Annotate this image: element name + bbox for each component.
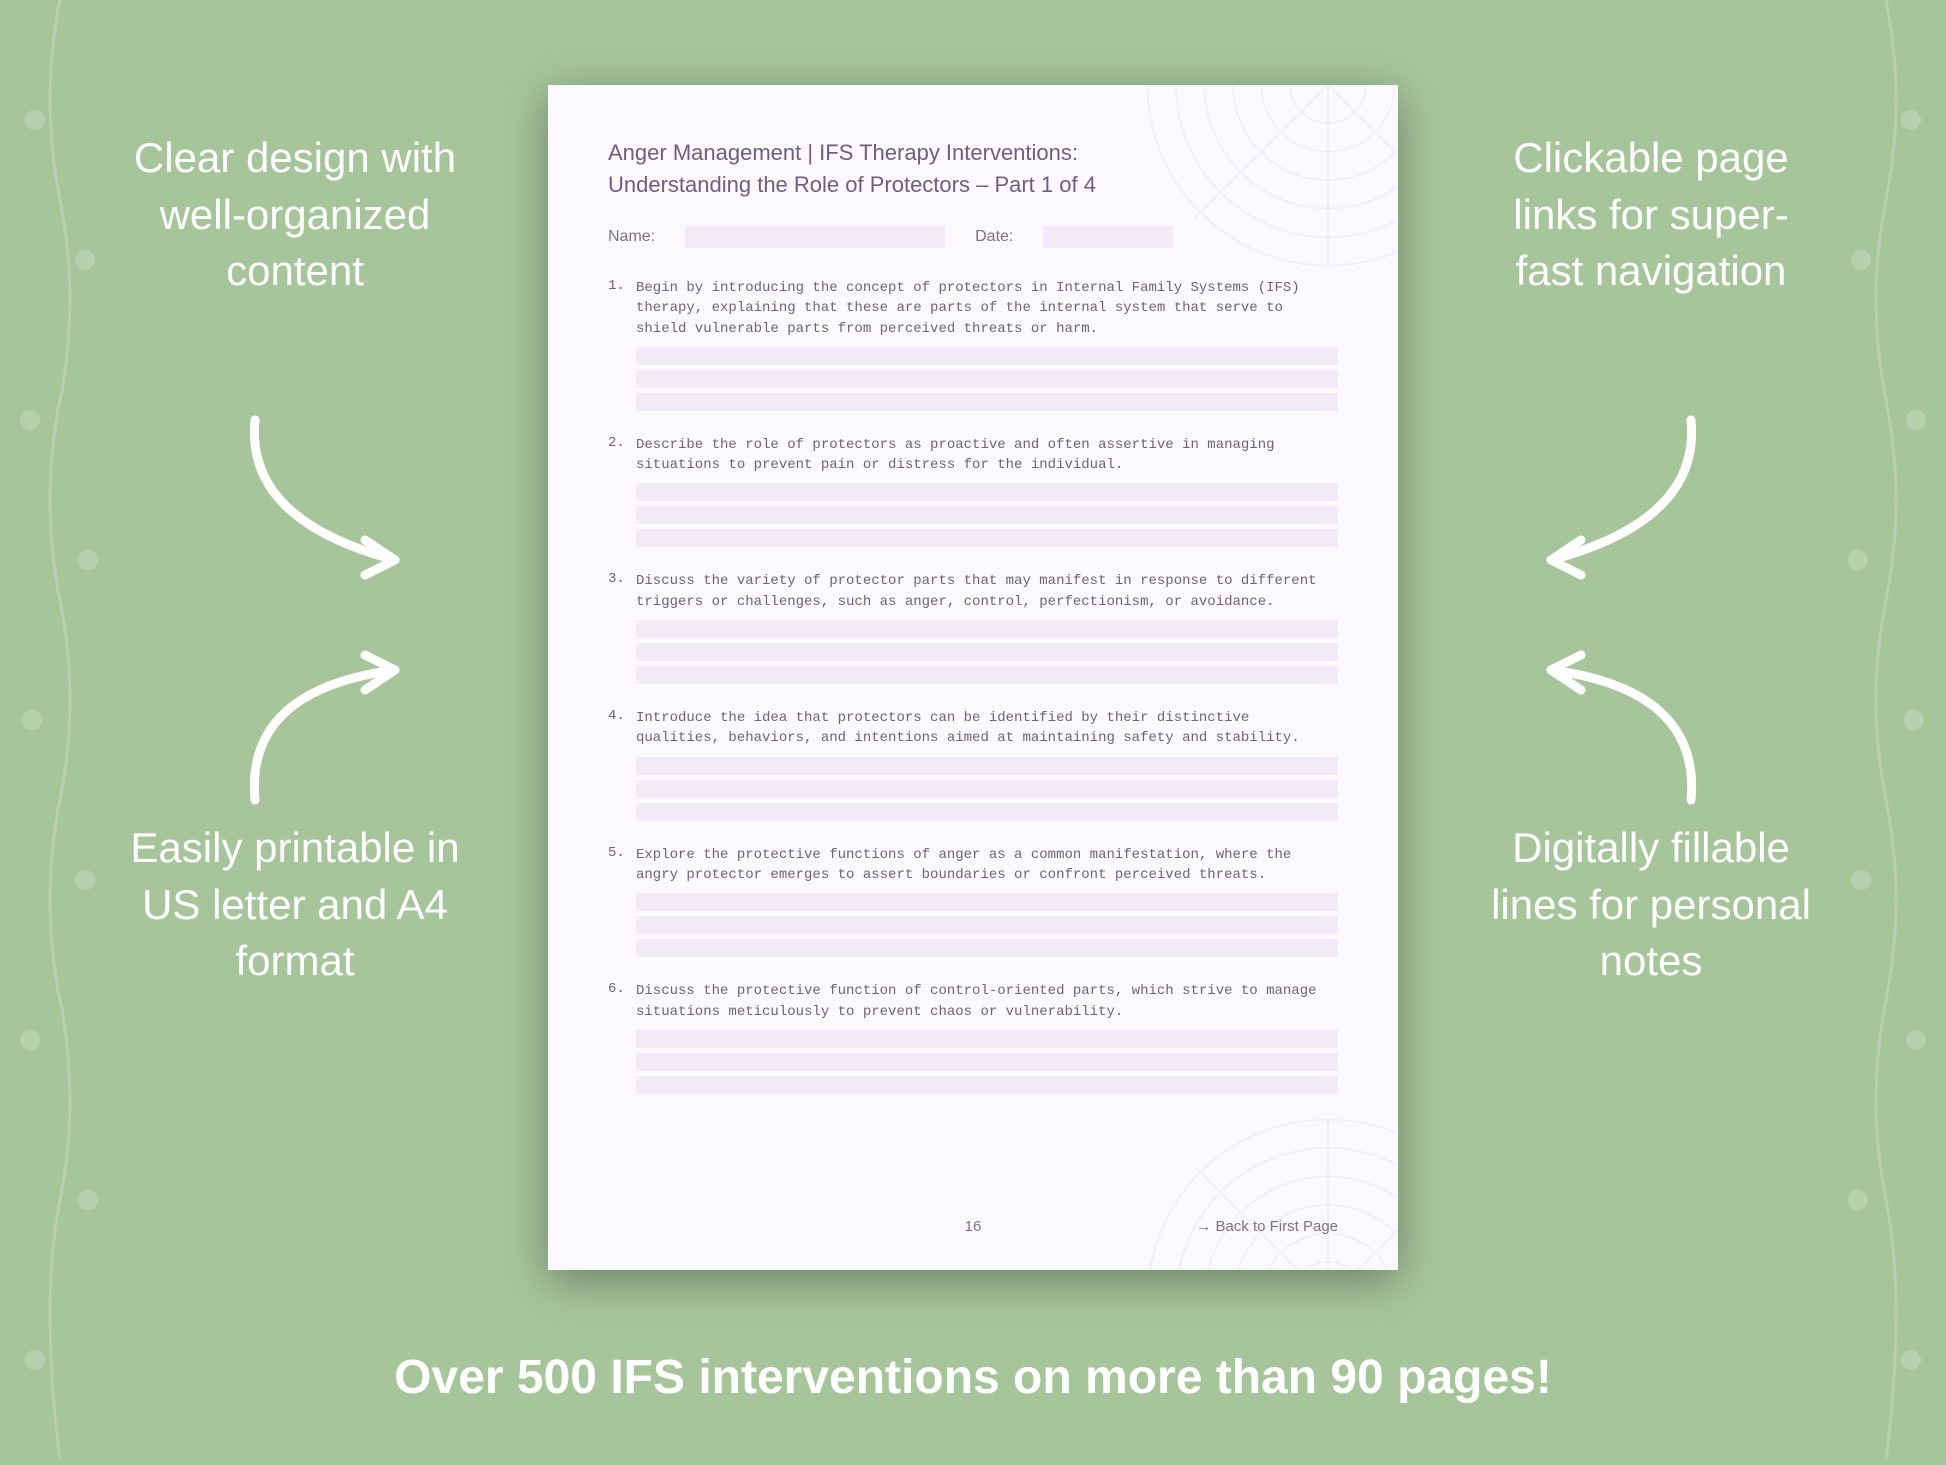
worksheet-item: 4.Introduce the idea that protectors can… <box>608 708 1338 821</box>
item-number: 4. <box>608 708 628 749</box>
fill-line[interactable] <box>636 893 1338 911</box>
name-field[interactable] <box>685 226 945 248</box>
callout-top-left: Clear design with well-organized content <box>130 130 460 300</box>
fill-lines <box>636 1030 1338 1094</box>
fill-line[interactable] <box>636 393 1338 411</box>
fill-lines <box>636 893 1338 957</box>
arrow-bottom-right-icon <box>1491 650 1721 820</box>
fill-lines <box>636 347 1338 411</box>
name-label: Name: <box>608 228 655 246</box>
item-number: 2. <box>608 435 628 476</box>
worksheet-footer: 16 → Back to First Page <box>608 1218 1338 1235</box>
bottom-banner: Over 500 IFS interventions on more than … <box>0 1350 1946 1405</box>
fill-lines <box>636 620 1338 684</box>
worksheet-item: 1.Begin by introducing the concept of pr… <box>608 278 1338 411</box>
fill-line[interactable] <box>636 916 1338 934</box>
callout-top-right: Clickable page links for super-fast navi… <box>1486 130 1816 300</box>
item-text: Describe the role of protectors as proac… <box>636 435 1338 476</box>
decorative-vine-right <box>1826 0 1946 1460</box>
date-label: Date: <box>975 228 1013 246</box>
back-to-first-link[interactable]: → Back to First Page <box>1196 1218 1338 1235</box>
fill-line[interactable] <box>636 803 1338 821</box>
fill-line[interactable] <box>636 643 1338 661</box>
fill-lines <box>636 757 1338 821</box>
item-number: 5. <box>608 845 628 886</box>
worksheet-subtitle: Understanding the Role of Protectors – P… <box>608 172 1338 198</box>
fill-line[interactable] <box>636 666 1338 684</box>
worksheet-item: 2.Describe the role of protectors as pro… <box>608 435 1338 548</box>
fill-line[interactable] <box>636 620 1338 638</box>
name-date-row: Name: Date: <box>608 226 1338 248</box>
callout-bottom-right: Digitally fillable lines for personal no… <box>1486 820 1816 990</box>
fill-line[interactable] <box>636 370 1338 388</box>
item-text: Introduce the idea that protectors can b… <box>636 708 1338 749</box>
date-field[interactable] <box>1043 226 1173 248</box>
item-text: Discuss the variety of protector parts t… <box>636 571 1338 612</box>
arrow-top-right-icon <box>1491 400 1721 590</box>
fill-line[interactable] <box>636 1053 1338 1071</box>
item-text: Begin by introducing the concept of prot… <box>636 278 1338 339</box>
fill-line[interactable] <box>636 780 1338 798</box>
item-text: Discuss the protective function of contr… <box>636 981 1338 1022</box>
fill-line[interactable] <box>636 1030 1338 1048</box>
mandala-bottom-icon <box>1138 1110 1398 1270</box>
fill-line[interactable] <box>636 529 1338 547</box>
fill-line[interactable] <box>636 757 1338 775</box>
arrow-top-left-icon <box>225 400 455 590</box>
worksheet-title: Anger Management | IFS Therapy Intervent… <box>608 140 1338 166</box>
item-number: 1. <box>608 278 628 339</box>
fill-line[interactable] <box>636 1076 1338 1094</box>
fill-line[interactable] <box>636 347 1338 365</box>
worksheet-page: Anger Management | IFS Therapy Intervent… <box>548 85 1398 1270</box>
worksheet-item: 3.Discuss the variety of protector parts… <box>608 571 1338 684</box>
arrow-bottom-left-icon <box>225 650 455 820</box>
fill-line[interactable] <box>636 483 1338 501</box>
fill-line[interactable] <box>636 939 1338 957</box>
fill-lines <box>636 483 1338 547</box>
callout-bottom-left: Easily printable in US letter and A4 for… <box>130 820 460 990</box>
page-number: 16 <box>965 1218 982 1235</box>
worksheet-item: 6.Discuss the protective function of con… <box>608 981 1338 1094</box>
item-number: 6. <box>608 981 628 1022</box>
worksheet-item: 5.Explore the protective functions of an… <box>608 845 1338 958</box>
item-text: Explore the protective functions of ange… <box>636 845 1338 886</box>
decorative-vine-left <box>0 0 120 1460</box>
fill-line[interactable] <box>636 506 1338 524</box>
item-number: 3. <box>608 571 628 612</box>
